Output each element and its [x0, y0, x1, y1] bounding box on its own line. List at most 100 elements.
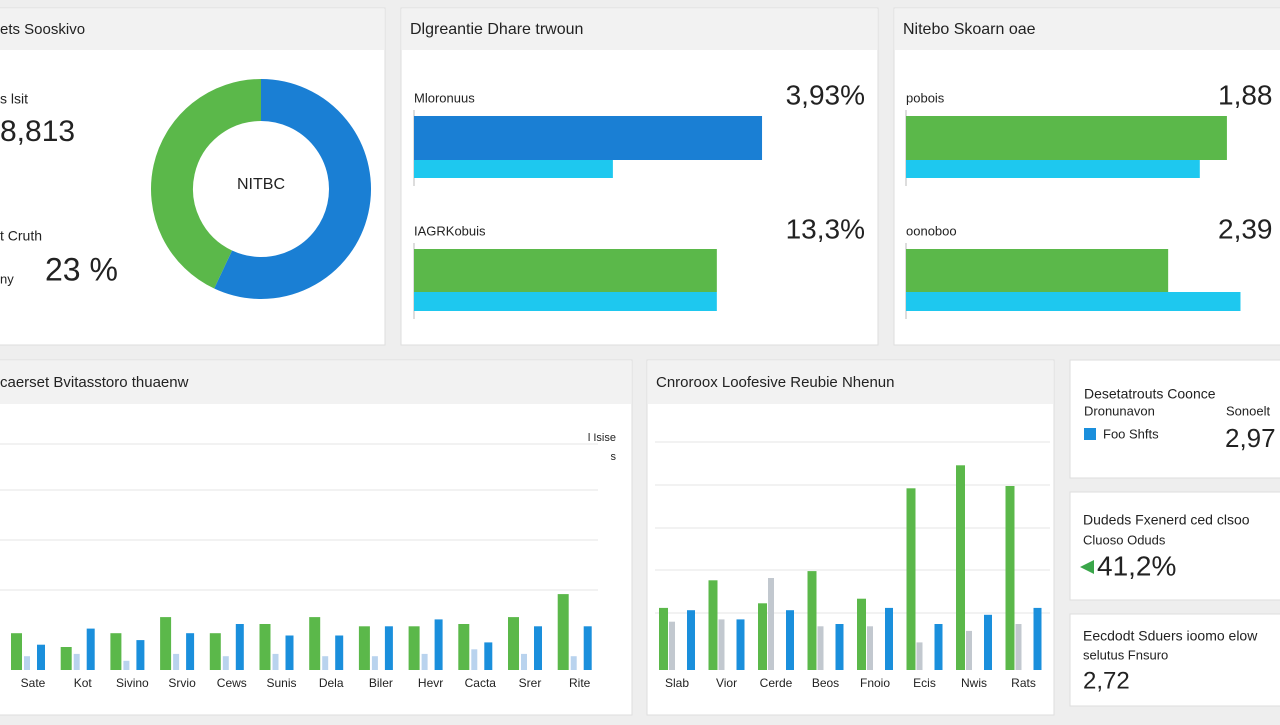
x-tick-label: Srvio	[168, 676, 196, 690]
column	[857, 598, 866, 670]
bar	[414, 116, 763, 160]
card	[1069, 613, 1280, 707]
column	[235, 624, 244, 670]
column	[984, 614, 992, 670]
column	[358, 626, 370, 670]
column	[508, 617, 519, 670]
x-tick-label: Rite	[569, 676, 591, 690]
bar	[906, 116, 1227, 160]
panel-header	[648, 361, 1053, 404]
x-tick-label: Slab	[665, 676, 689, 690]
donut-segment	[151, 79, 262, 289]
column	[708, 580, 718, 670]
bar	[414, 249, 717, 292]
column	[86, 628, 95, 670]
panel-title: Dlgreantie Dhare trwoun	[410, 21, 583, 38]
x-tick-label: Dela	[319, 676, 344, 690]
column	[807, 571, 817, 670]
bar	[414, 160, 613, 178]
column	[484, 642, 493, 670]
label: s lsit	[0, 91, 28, 107]
x-tick-label: Nwis	[961, 676, 987, 690]
x-tick-label: Sunis	[266, 676, 296, 690]
bar	[906, 292, 1241, 311]
column	[966, 630, 972, 670]
column	[384, 626, 393, 670]
column	[659, 607, 668, 670]
column	[534, 626, 542, 670]
column	[259, 624, 271, 670]
x-tick-label: Biler	[369, 676, 393, 690]
label: t Cruth	[0, 228, 42, 244]
column	[421, 653, 428, 670]
panel-header	[0, 361, 631, 404]
x-tick-label: Kot	[74, 676, 93, 690]
panel-header	[0, 9, 384, 50]
card-label: Sonoelt	[1226, 403, 1270, 418]
panel	[646, 359, 1055, 716]
card-subtitle: selutus Fnsuro	[1083, 647, 1168, 662]
column	[309, 617, 321, 670]
row-label: pobois	[906, 90, 945, 105]
column	[906, 488, 916, 670]
bar	[906, 249, 1169, 292]
column	[768, 578, 774, 670]
column	[160, 617, 172, 670]
card-subtitle: Cluoso Oduds	[1083, 532, 1166, 547]
column	[1033, 607, 1042, 670]
card	[1069, 491, 1280, 601]
bar	[414, 292, 717, 311]
legend-label: l Isise	[588, 432, 616, 444]
column	[570, 656, 577, 670]
column	[583, 626, 592, 670]
column	[471, 649, 478, 670]
row-value: 3,93%	[786, 79, 865, 110]
column	[322, 656, 329, 670]
panel-header	[402, 9, 877, 50]
panel-title: caerset Bvitasstoro thuaenw	[0, 374, 189, 391]
card-subtitle: Dronunavon	[1084, 403, 1155, 418]
row-value: 1,88	[1218, 79, 1273, 110]
kpi-value: 41,2%	[1097, 550, 1176, 581]
column	[1015, 624, 1022, 670]
column	[758, 603, 767, 670]
column	[736, 619, 745, 670]
x-tick-label: Ecis	[913, 676, 936, 690]
column	[867, 626, 873, 670]
column	[434, 619, 443, 670]
column	[272, 653, 279, 670]
row-value: 2,39	[1218, 213, 1273, 244]
bar	[906, 160, 1200, 178]
column	[24, 656, 30, 670]
column	[186, 633, 195, 670]
column	[173, 653, 180, 670]
x-tick-label: Hevr	[418, 676, 443, 690]
kpi-value: 8,813	[0, 115, 75, 148]
panel-headers	[0, 9, 1280, 404]
donut-center-label: NITBC	[237, 176, 285, 193]
kpi-value: 2,97	[1225, 423, 1276, 453]
column	[136, 640, 145, 670]
column	[718, 619, 725, 670]
x-tick-label: Vior	[716, 676, 737, 690]
column	[408, 626, 420, 670]
column	[885, 607, 893, 670]
column	[285, 635, 294, 670]
trend-arrow	[1080, 560, 1094, 574]
column	[817, 626, 824, 670]
label: ny	[0, 271, 14, 286]
column	[371, 656, 378, 670]
column	[835, 624, 844, 670]
x-tick-label: Rats	[1011, 676, 1036, 690]
card-title: Eecdodt Sduers ioomo elow	[1083, 628, 1258, 644]
panel-title: ets Sooskivo	[0, 21, 85, 38]
column	[123, 660, 130, 670]
column	[669, 621, 675, 670]
card-title: Dudeds Fxenerd ced clsoo	[1083, 512, 1250, 528]
legend-label: s	[611, 451, 617, 463]
column	[458, 624, 470, 670]
column	[11, 633, 22, 670]
kpi-value: 2,72	[1083, 667, 1130, 694]
